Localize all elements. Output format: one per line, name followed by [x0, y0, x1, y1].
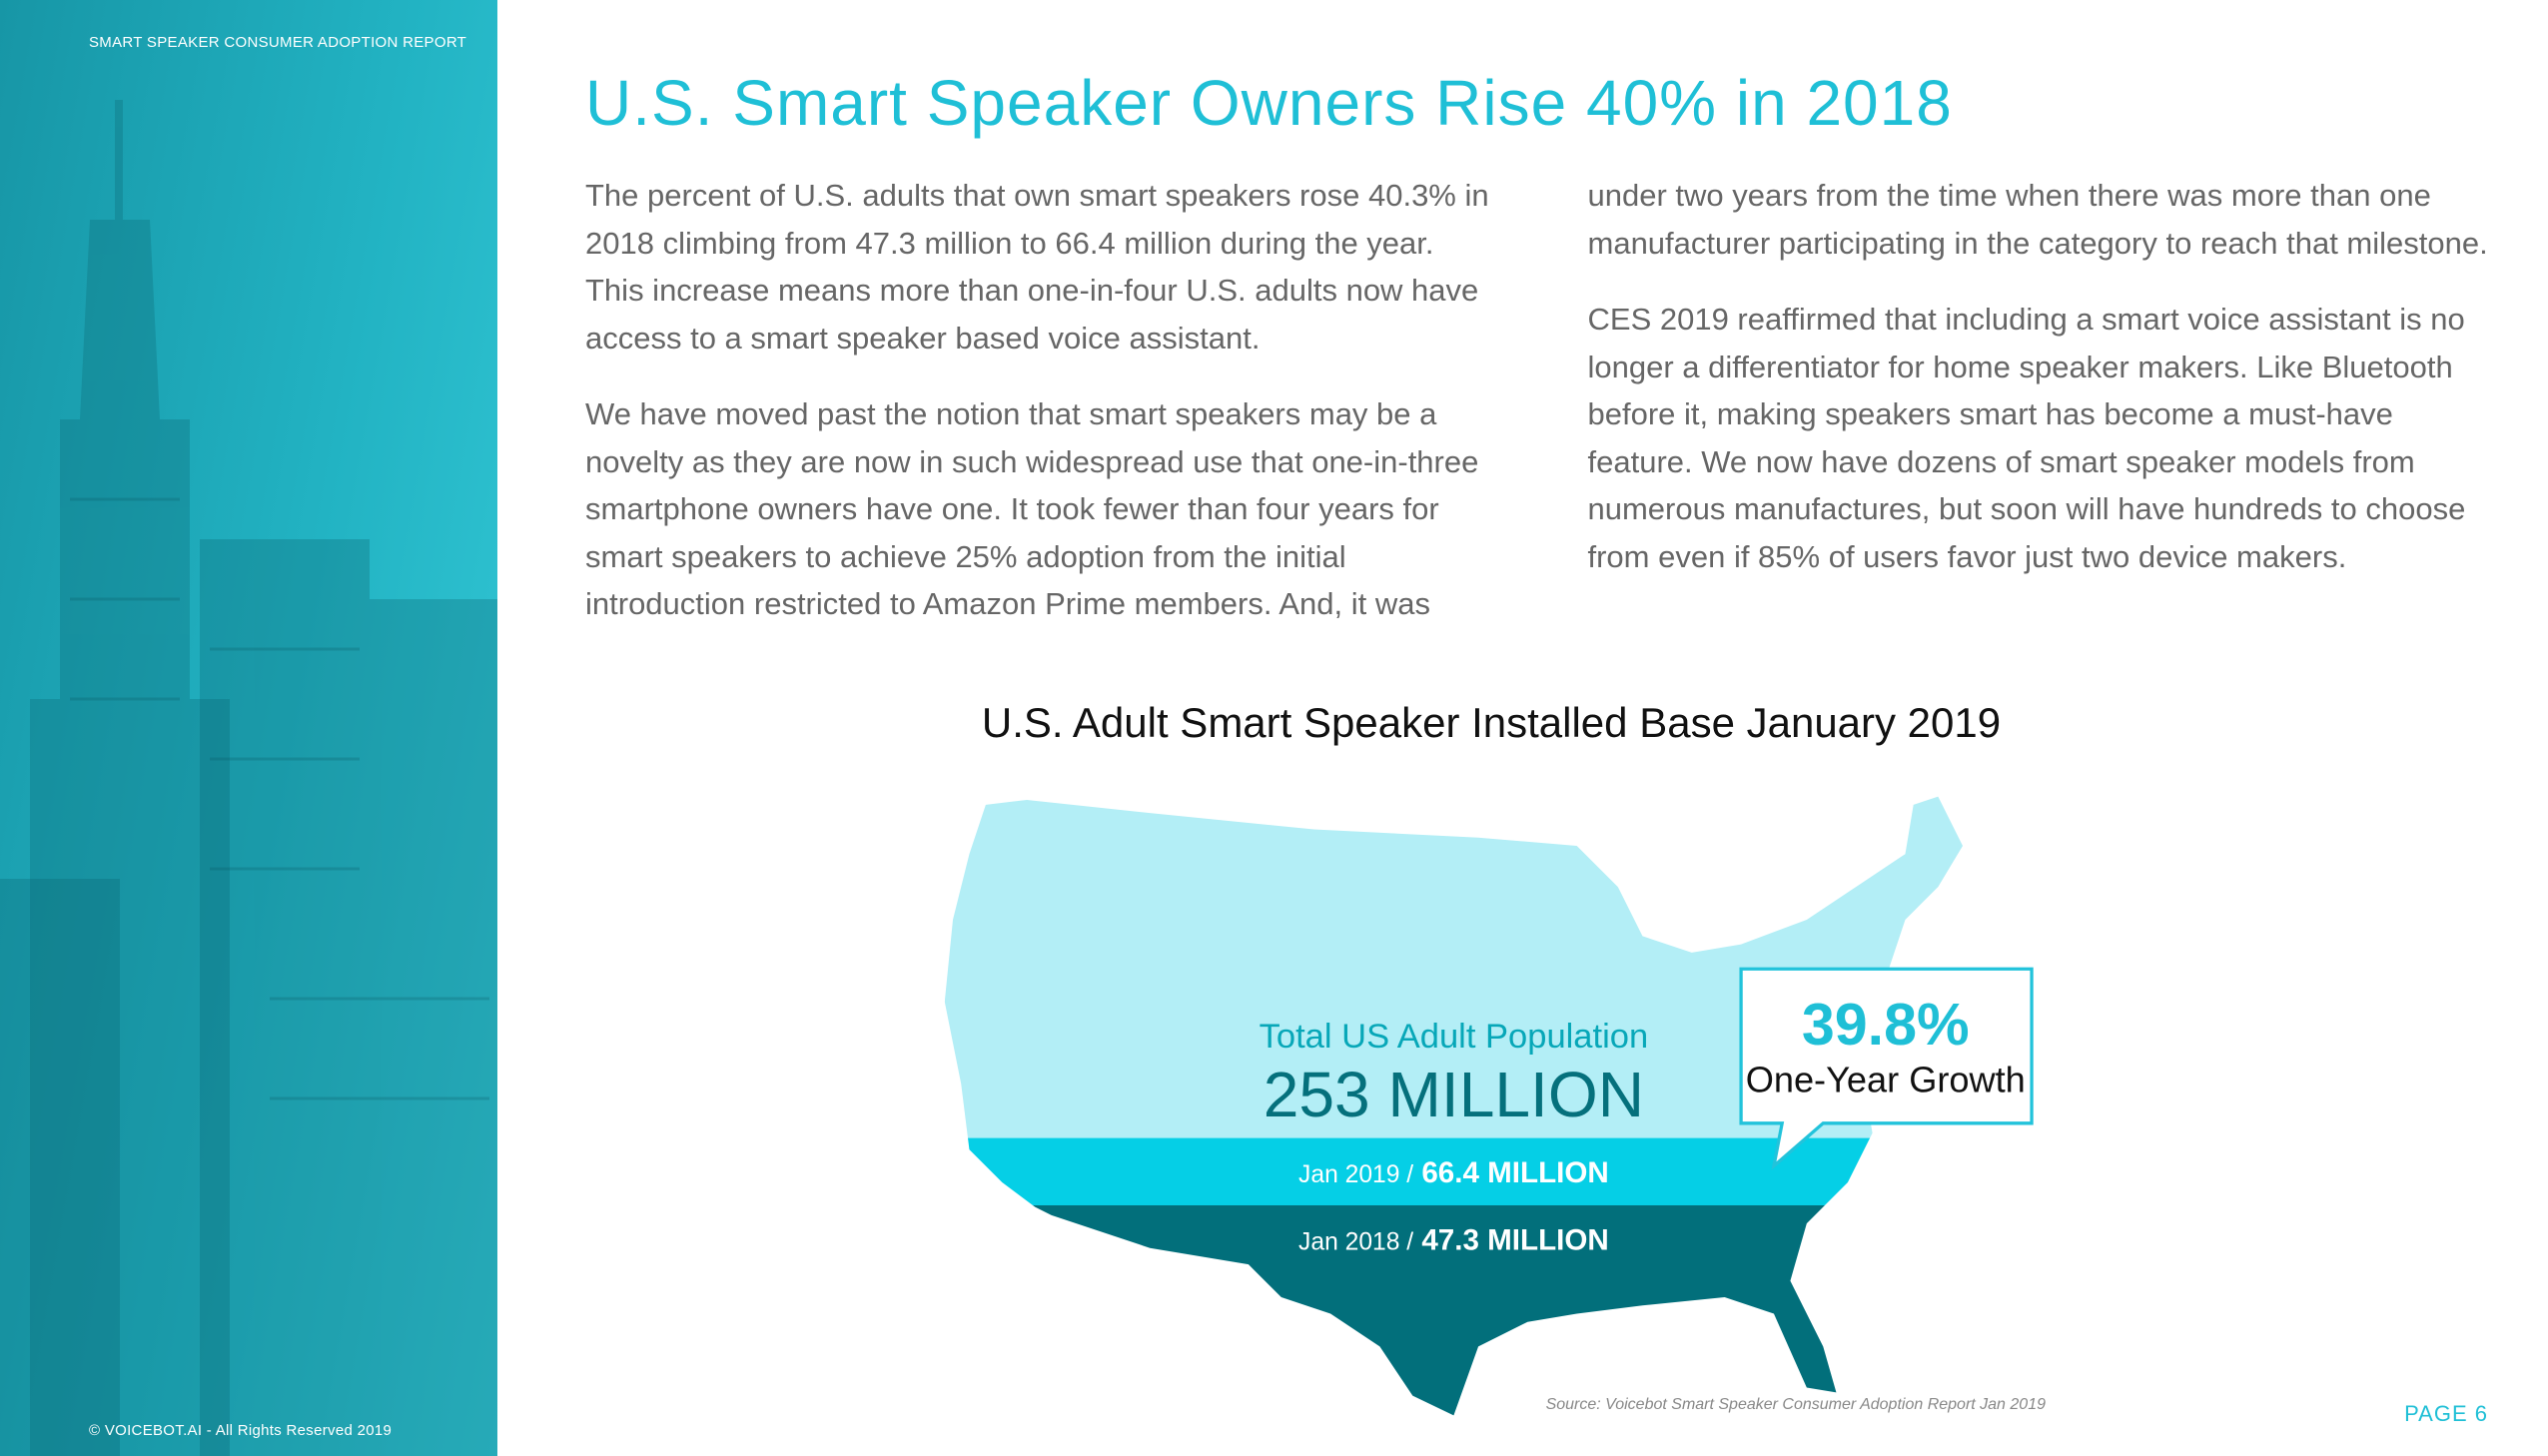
band-value: 66.4 MILLION: [1421, 1156, 1608, 1189]
population-label: Total US Adult Population: [1260, 1018, 1649, 1056]
copyright: © VOICEBOT.AI - All Rights Reserved 2019: [89, 1422, 393, 1439]
body-text: The percent of U.S. adults that own smar…: [585, 172, 2498, 628]
page-title: U.S. Smart Speaker Owners Rise 40% in 20…: [585, 67, 1953, 139]
population-value: 253 MILLION: [1264, 1059, 1644, 1130]
us-map-infographic: Total US Adult Population 253 MILLION Ja…: [944, 796, 2034, 1416]
infographic-title: U.S. Adult Smart Speaker Installed Base …: [981, 699, 2002, 746]
band-value: 47.3 MILLION: [1421, 1223, 1608, 1256]
page-number: PAGE 6: [2404, 1401, 2488, 1426]
band-2018: Jan 2018 / 47.3 MILLION: [1298, 1223, 1609, 1256]
source: Source: Voicebot Smart Speaker Consumer …: [1545, 1396, 2046, 1413]
band-label: Jan 2019 /: [1298, 1161, 1413, 1188]
growth-label: One-Year Growth: [1746, 1060, 2026, 1100]
growth-value: 39.8%: [1802, 991, 1970, 1058]
band-label: Jan 2018 /: [1298, 1228, 1413, 1255]
paragraph: CES 2019 reaffirmed that including a sma…: [1587, 302, 2466, 574]
growth-callout: [1739, 967, 2034, 1170]
report-name: SMART SPEAKER CONSUMER ADOPTION REPORT: [89, 34, 467, 51]
band-2019: Jan 2019 / 66.4 MILLION: [1298, 1156, 1609, 1189]
city-illustration: [0, 100, 497, 1456]
paragraph: The percent of U.S. adults that own smar…: [585, 178, 1489, 356]
side-panel: SMART SPEAKER CONSUMER ADOPTION REPORT ©…: [0, 0, 497, 1456]
paragraph: We have moved past the notion that smart…: [585, 178, 2488, 621]
